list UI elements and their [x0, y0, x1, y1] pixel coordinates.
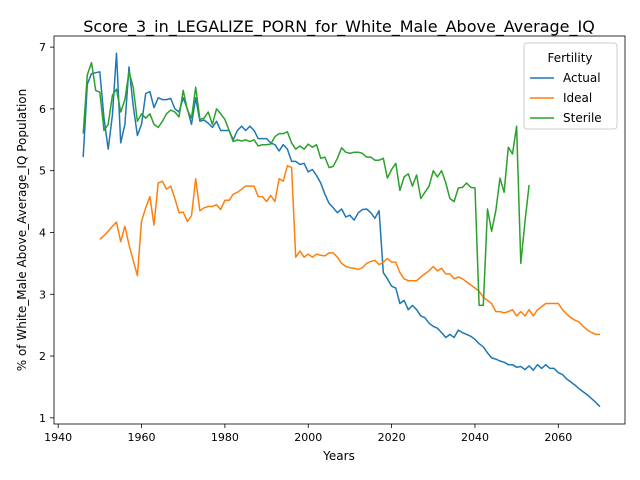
series-layer: [82, 52, 601, 408]
x-tick-label: 1980: [211, 431, 239, 444]
legend-title: Fertility: [547, 51, 592, 65]
y-axis-label: % of White_Male Above_Average_IQ Populat…: [15, 89, 29, 372]
y-tick-label: 3: [39, 288, 46, 301]
y-tick-label: 5: [39, 165, 46, 178]
series-line-actual: [82, 52, 601, 408]
x-tick-label: 2000: [294, 431, 322, 444]
legend: Fertility Actual Ideal Sterile: [523, 42, 618, 130]
x-axis-label: Years: [322, 449, 355, 463]
x-tick-label: 1940: [44, 431, 72, 444]
x-tick-label: 2060: [544, 431, 572, 444]
y-tick-label: 6: [39, 103, 46, 116]
y-tick-label: 1: [39, 412, 46, 425]
legend-box: [523, 42, 618, 130]
legend-label-actual: Actual: [563, 71, 601, 85]
y-tick-label: 7: [39, 41, 46, 54]
x-tick-label: 1960: [128, 431, 156, 444]
series-line-sterile: [82, 61, 530, 307]
y-axis: 1 2 3 4 5 6 7: [39, 41, 54, 425]
y-tick-label: 2: [39, 350, 46, 363]
x-tick-label: 2020: [378, 431, 406, 444]
x-axis: 1940 1960 1980 2000 2020 2040 2060: [44, 424, 572, 444]
chart-title: Score_3_in_LEGALIZE_PORN_for_White_Male_…: [83, 17, 595, 37]
y-tick-label: 4: [39, 226, 46, 239]
plot-frame: [53, 35, 626, 425]
legend-items: Actual Ideal Sterile: [530, 71, 602, 125]
legend-label-ideal: Ideal: [563, 91, 592, 105]
series-line-ideal: [99, 164, 600, 336]
legend-label-sterile: Sterile: [563, 111, 602, 125]
x-tick-label: 2040: [461, 431, 489, 444]
